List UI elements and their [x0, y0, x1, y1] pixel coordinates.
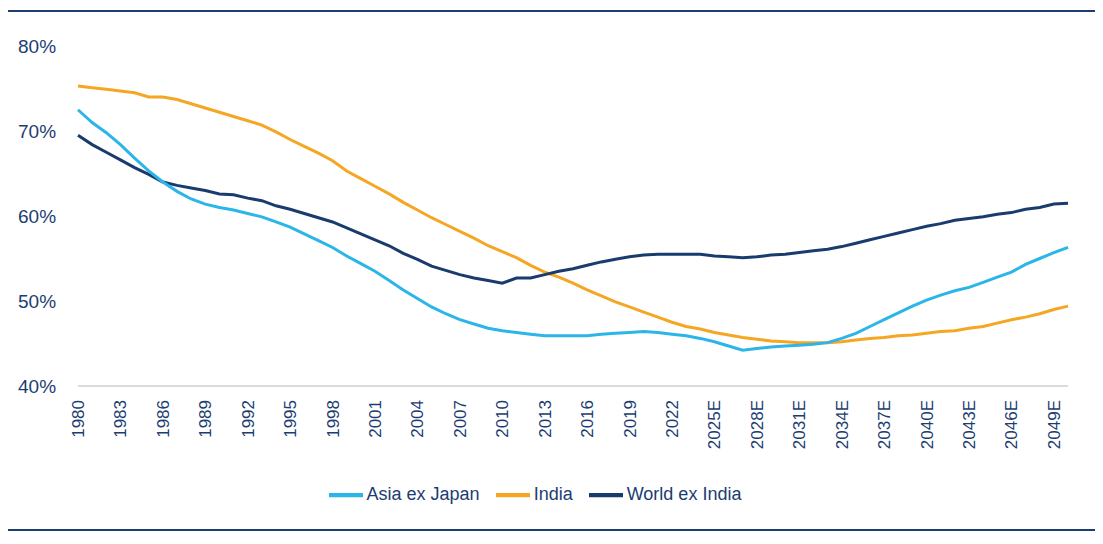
svg-text:1980: 1980 [69, 400, 88, 438]
svg-text:2016: 2016 [578, 400, 597, 438]
html-text:India: India [533, 483, 573, 504]
svg-text:2004: 2004 [408, 400, 427, 438]
svg-text:2019: 2019 [621, 400, 640, 438]
svg-text:2037E: 2037E [875, 400, 894, 449]
svg-text:2043E: 2043E [960, 400, 979, 449]
svg-text:1983: 1983 [111, 400, 130, 438]
svg-text:1998: 1998 [324, 400, 343, 438]
svg-text:50%: 50% [18, 291, 56, 312]
svg-text:2046E: 2046E [1002, 400, 1021, 449]
svg-text:1989: 1989 [196, 400, 215, 438]
svg-text:2010: 2010 [493, 400, 512, 438]
svg-text:1995: 1995 [281, 400, 300, 438]
html-text:Asia ex Japan: Asia ex Japan [366, 483, 480, 504]
svg-text:2040E: 2040E [918, 400, 937, 449]
html-text:World ex India: World ex India [626, 483, 742, 504]
svg-text:2034E: 2034E [833, 400, 852, 449]
svg-text:2013: 2013 [536, 400, 555, 438]
svg-text:2022: 2022 [663, 400, 682, 438]
svg-text:2007: 2007 [451, 400, 470, 438]
svg-text:2049E: 2049E [1045, 400, 1064, 449]
svg-text:2001: 2001 [366, 400, 385, 438]
svg-text:70%: 70% [18, 121, 56, 142]
svg-text:2028E: 2028E [748, 400, 767, 449]
svg-text:2031E: 2031E [790, 400, 809, 449]
svg-text:80%: 80% [18, 36, 56, 57]
svg-text:1986: 1986 [154, 400, 173, 438]
svg-text:40%: 40% [18, 376, 56, 397]
svg-text:60%: 60% [18, 206, 56, 227]
svg-text:1992: 1992 [239, 400, 258, 438]
svg-text:2025E: 2025E [705, 400, 724, 449]
